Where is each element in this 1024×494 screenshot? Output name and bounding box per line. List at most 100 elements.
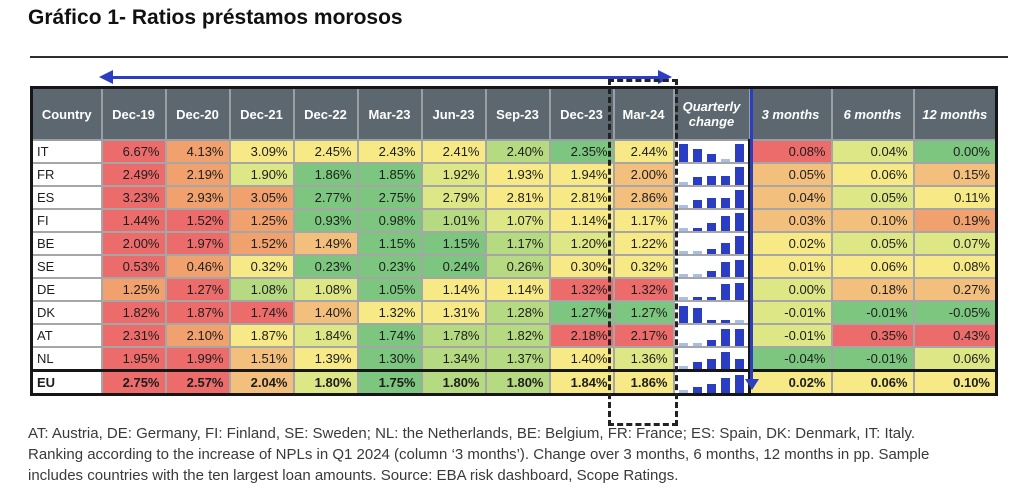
spark-bar <box>678 389 688 393</box>
value-cell: 1.27% <box>548 300 615 325</box>
spark-bar <box>735 319 744 323</box>
spark-bar <box>720 158 730 162</box>
value-cell: 2.45% <box>292 139 359 164</box>
spark-bar <box>678 250 688 254</box>
spark-bar <box>706 248 716 254</box>
table-row-at: AT 2.31% 2.10% 1.87% 1.84% 1.74% 1.78% 1.82% 2.1… <box>30 323 998 348</box>
value-cell: 1.97% <box>164 231 231 256</box>
change-cell: 0.05% <box>830 185 915 210</box>
value-cell: 2.57% <box>164 369 231 396</box>
value-cell: 1.84% <box>292 323 359 348</box>
value-cell: 1.27% <box>164 277 231 302</box>
value-cell: 3.05% <box>228 185 295 210</box>
change-cell: -0.01% <box>830 346 915 372</box>
quarterly-change-sparkline <box>678 188 744 208</box>
value-cell: 1.39% <box>292 346 359 372</box>
value-cell: 1.30% <box>356 346 423 372</box>
value-cell: 2.41% <box>420 139 487 164</box>
table-row-dk: DK 1.82% 1.87% 1.74% 1.40% 1.32% 1.31% 1.28% 1.2… <box>30 300 998 325</box>
quarterly-change-sparkline <box>678 234 744 254</box>
value-cell: 1.87% <box>228 323 295 348</box>
row-label-fr: FR <box>30 162 103 187</box>
row-label-eu: EU <box>30 369 103 396</box>
value-cell: 1.99% <box>164 346 231 372</box>
table-row-fi: FI 1.44% 1.52% 1.25% 0.93% 0.98% 1.01% 1.07% 1.1… <box>30 208 998 233</box>
npl-ratios-table: Country Dec-19 Dec-20 Dec-21 Dec-22 Mar-23 Jun… <box>30 86 998 396</box>
value-cell: 1.05% <box>356 277 423 302</box>
spark-bar <box>692 227 702 231</box>
spark-bar <box>692 273 702 277</box>
spark-bar <box>706 270 716 277</box>
value-cell: 0.26% <box>484 254 551 279</box>
change-cell: 0.00% <box>912 139 998 164</box>
spark-bar <box>735 328 744 346</box>
value-cell: 2.81% <box>548 185 615 210</box>
value-cell: 1.90% <box>228 162 295 187</box>
quarterly-change-cell <box>672 254 751 279</box>
value-cell: 2.10% <box>164 323 231 348</box>
quarterly-change-sparkline <box>678 165 744 185</box>
spark-bar <box>678 296 688 300</box>
change-cell: 0.05% <box>748 162 833 187</box>
value-cell: 2.31% <box>100 323 167 348</box>
footnote-line-2: Ranking according to the increase of NPL… <box>28 446 930 463</box>
value-cell: 1.17% <box>612 208 675 233</box>
change-cell: 0.08% <box>912 254 998 279</box>
value-cell: 2.19% <box>164 162 231 187</box>
spark-bar <box>678 305 688 323</box>
col-header-dec-23: Dec-23 <box>548 86 615 141</box>
change-cell: 0.06% <box>830 162 915 187</box>
value-cell: 1.52% <box>164 208 231 233</box>
quarterly-change-cell <box>672 369 751 396</box>
col-header-dec-22: Dec-22 <box>292 86 359 141</box>
spark-bar <box>706 222 716 231</box>
row-label-be: BE <box>30 231 103 256</box>
quarterly-change-cell <box>672 162 751 187</box>
col-header-mar-24: Mar-24 <box>612 86 675 141</box>
value-cell: 2.86% <box>612 185 675 210</box>
value-cell: 4.13% <box>164 139 231 164</box>
value-cell: 1.37% <box>484 346 551 372</box>
footnote: AT: Austria, DE: Germany, FI: Finland, S… <box>28 423 1013 486</box>
spark-bar <box>735 259 744 277</box>
value-cell: 2.00% <box>612 162 675 187</box>
spark-bar <box>678 181 688 185</box>
arrow-right-icon <box>658 70 672 84</box>
value-cell: 1.14% <box>484 277 551 302</box>
value-cell: 1.80% <box>420 369 487 396</box>
quarterly-change-cell <box>672 208 751 233</box>
change-cell: 0.02% <box>748 231 833 256</box>
value-cell: 2.79% <box>420 185 487 210</box>
value-cell: 1.32% <box>548 277 615 302</box>
value-cell: 1.08% <box>228 277 295 302</box>
spark-bar <box>706 296 716 300</box>
row-label-fi: FI <box>30 208 103 233</box>
value-cell: 1.32% <box>356 300 423 325</box>
change-cell: 0.18% <box>830 277 915 302</box>
table-row-de: DE 1.25% 1.27% 1.08% 1.08% 1.05% 1.14% 1.14% 1.3… <box>30 277 998 302</box>
value-cell: 1.25% <box>100 277 167 302</box>
value-cell: 1.15% <box>420 231 487 256</box>
spark-bar <box>692 148 702 162</box>
value-cell: 1.32% <box>612 277 675 302</box>
change-cell: 0.10% <box>830 208 915 233</box>
change-cell: 0.00% <box>748 277 833 302</box>
change-cell: 0.10% <box>912 369 998 396</box>
value-cell: 0.32% <box>228 254 295 279</box>
value-cell: 1.51% <box>228 346 295 372</box>
value-cell: 1.74% <box>356 323 423 348</box>
value-cell: 1.36% <box>612 346 675 372</box>
row-label-dk: DK <box>30 300 103 325</box>
quarterly-change-cell <box>672 300 751 325</box>
value-cell: 2.44% <box>612 139 675 164</box>
value-cell: 1.15% <box>356 231 423 256</box>
quarterly-change-sparkline <box>678 349 744 369</box>
title-divider <box>30 56 1008 58</box>
quarterly-change-sparkline <box>678 326 744 346</box>
value-cell: 1.95% <box>100 346 167 372</box>
value-cell: 1.52% <box>228 231 295 256</box>
table-row-fr: FR 2.49% 2.19% 1.90% 1.86% 1.85% 1.92% 1.93% 1.9… <box>30 162 998 187</box>
spark-bar <box>706 153 716 162</box>
footnote-line-3: includes countries with the ten largest … <box>28 467 679 484</box>
quarterly-change-sparkline <box>678 142 744 162</box>
